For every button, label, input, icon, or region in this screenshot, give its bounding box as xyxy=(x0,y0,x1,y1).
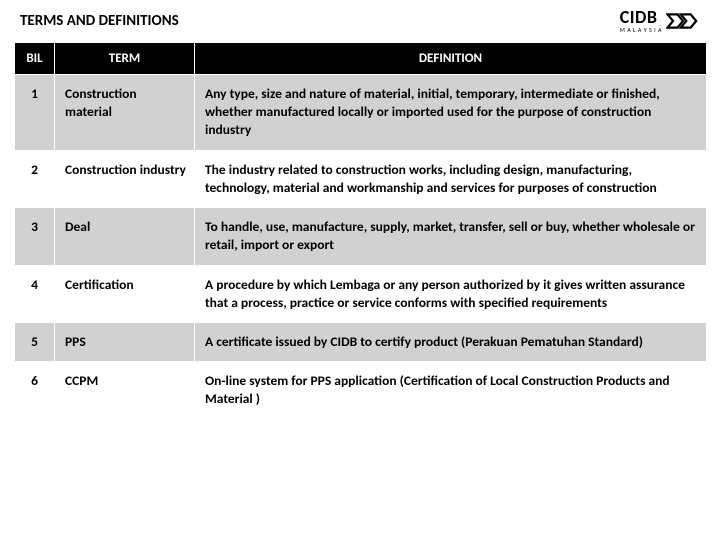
cell-bil: 4 xyxy=(15,265,55,322)
cell-term: Construction material xyxy=(55,75,195,151)
col-header-term: TERM xyxy=(55,43,195,75)
col-header-definition: DEFINITION xyxy=(195,43,707,75)
cell-bil: 6 xyxy=(15,362,55,419)
logo-subtext: M A L A Y S I A xyxy=(620,26,662,34)
logo-text: CIDB xyxy=(620,8,662,26)
cell-bil: 1 xyxy=(15,75,55,151)
logo-text-block: CIDB M A L A Y S I A xyxy=(620,8,662,34)
terms-table: BIL TERM DEFINITION 1 Construction mater… xyxy=(14,42,707,420)
cell-definition: Any type, size and nature of material, i… xyxy=(195,75,707,151)
table-row: 2 Construction industry The industry rel… xyxy=(15,150,707,207)
page-header: TERMS AND DEFINITIONS CIDB M A L A Y S I… xyxy=(0,0,720,38)
cell-term: CCPM xyxy=(55,362,195,419)
cell-definition: A certificate issued by CIDB to certify … xyxy=(195,322,707,361)
page-title: TERMS AND DEFINITIONS xyxy=(20,12,179,30)
cell-term: Deal xyxy=(55,208,195,265)
table-row: 1 Construction material Any type, size a… xyxy=(15,75,707,151)
cell-definition: A procedure by which Lembaga or any pers… xyxy=(195,265,707,322)
cell-definition: The industry related to construction wor… xyxy=(195,150,707,207)
cell-bil: 3 xyxy=(15,208,55,265)
cell-term: Certification xyxy=(55,265,195,322)
table-row: 6 CCPM On-line system for PPS applicatio… xyxy=(15,362,707,419)
table-header-row: BIL TERM DEFINITION xyxy=(15,43,707,75)
cell-definition: To handle, use, manufacture, supply, mar… xyxy=(195,208,707,265)
cell-bil: 5 xyxy=(15,322,55,361)
table-row: 5 PPS A certificate issued by CIDB to ce… xyxy=(15,322,707,361)
table-row: 4 Certification A procedure by which Lem… xyxy=(15,265,707,322)
col-header-bil: BIL xyxy=(15,43,55,75)
cell-bil: 2 xyxy=(15,150,55,207)
logo-mark-icon xyxy=(666,10,700,32)
cell-term: PPS xyxy=(55,322,195,361)
cidb-logo: CIDB M A L A Y S I A xyxy=(620,8,700,34)
table-row: 3 Deal To handle, use, manufacture, supp… xyxy=(15,208,707,265)
cell-term: Construction industry xyxy=(55,150,195,207)
cell-definition: On-line system for PPS application (Cert… xyxy=(195,362,707,419)
